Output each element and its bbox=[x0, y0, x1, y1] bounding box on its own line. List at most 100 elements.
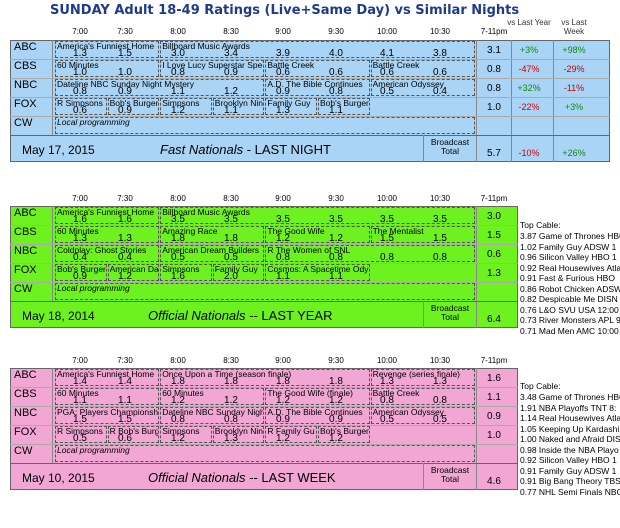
rating-value: 0.8 bbox=[433, 395, 447, 406]
rating-value: 1.2 bbox=[276, 433, 290, 444]
top-cable-item: 0.92 Real Housewives Atla bbox=[520, 262, 620, 273]
rating-value: 1.2 bbox=[329, 395, 343, 406]
section-date: May 10, 2015 bbox=[22, 471, 95, 485]
show-box bbox=[55, 60, 160, 77]
rating-value: 1.3 bbox=[118, 233, 132, 244]
vs-last-year-value: +32% bbox=[517, 83, 541, 93]
show-title: America's Funniest Home bbox=[57, 41, 155, 51]
rating-value: 1.2 bbox=[329, 433, 343, 444]
show-title: 60 Minutes bbox=[57, 388, 99, 398]
rating-value: 1.8 bbox=[224, 233, 238, 244]
show-title: PGA: Players Championsh bbox=[57, 407, 159, 417]
show-title: Billboard Music Awards bbox=[162, 207, 250, 217]
show-title: Simpsons bbox=[162, 426, 200, 436]
show-title: Dateline NBC Sunday Night Mystery bbox=[57, 79, 195, 89]
rating-value: 1.3 bbox=[73, 233, 87, 244]
show-box bbox=[55, 226, 160, 243]
show-title: America's Funniest Home bbox=[57, 207, 155, 217]
rating-value: 1.4 bbox=[118, 376, 132, 387]
time-header-1: 7:30 bbox=[117, 356, 133, 365]
network-label: NBC bbox=[14, 79, 38, 91]
rating-value: 0.5 bbox=[73, 433, 87, 444]
section-label-main: Official Nationals bbox=[148, 470, 246, 485]
show-title: Billboard Music Awards bbox=[162, 41, 250, 51]
network-label: CW bbox=[14, 117, 33, 129]
show-box bbox=[265, 245, 475, 262]
total-7-11pm: 3.0 bbox=[487, 211, 501, 222]
show-title: The Mentalist bbox=[372, 226, 424, 236]
vs-last-week-header: vs Last Week bbox=[561, 18, 587, 36]
network-label: CW bbox=[14, 445, 33, 457]
network-label: ABC bbox=[14, 369, 37, 381]
rating-value: 0.8 bbox=[380, 395, 394, 406]
vs-last-year-value: -47% bbox=[518, 64, 540, 74]
network-label: ABC bbox=[14, 41, 37, 53]
show-title: Cosmos: A Spacetime Ody bbox=[267, 264, 369, 274]
top-cable-item: 0.92 Silicon Valley HBO 1 bbox=[520, 455, 617, 465]
top-cable-item: 0.98 Inside the NBA Playo bbox=[520, 444, 619, 455]
rating-value: 3.5 bbox=[433, 214, 447, 225]
show-title: Amazing Race bbox=[162, 226, 218, 236]
show-title: Simpsons bbox=[162, 98, 200, 108]
show-box bbox=[55, 98, 107, 115]
time-header-6: 10:00 bbox=[376, 27, 398, 36]
show-box bbox=[55, 245, 160, 262]
divider bbox=[476, 206, 477, 328]
show-box bbox=[160, 407, 265, 424]
network-label: CBS bbox=[14, 60, 37, 72]
divider bbox=[476, 368, 477, 490]
rating-value: 3.5 bbox=[276, 214, 290, 225]
top-cable-item: 0.96 Silicon Valley HBO 1 bbox=[520, 252, 617, 262]
rating-value: 2.0 bbox=[224, 271, 238, 282]
show-box bbox=[318, 426, 370, 443]
show-box bbox=[265, 264, 370, 281]
rating-value: 0.8 bbox=[380, 252, 394, 263]
show-title: Once Upon a Time (season finale) bbox=[162, 369, 292, 379]
rating-value: 1.3 bbox=[433, 376, 447, 387]
show-box bbox=[55, 117, 475, 134]
rating-value: 0.5 bbox=[380, 414, 394, 425]
footer-divider bbox=[10, 135, 610, 136]
rating-value: 1.0 bbox=[73, 67, 87, 78]
show-title: Brooklyn Nin bbox=[214, 98, 263, 108]
broadcast-total: 6.4 bbox=[487, 314, 501, 325]
time-header-7: 10:30 bbox=[429, 27, 451, 36]
vs-last-week-value: +3% bbox=[564, 102, 584, 112]
rating-value: 1.4 bbox=[73, 376, 87, 387]
rating-value: 1.2 bbox=[224, 395, 238, 406]
section-label-suffix: -- LAST YEAR bbox=[245, 308, 333, 323]
time-header-4: 9:00 bbox=[275, 356, 291, 365]
top-cable-item: 0.76 L&O SVU USA 12:00 bbox=[520, 304, 619, 315]
show-title: Simpsons bbox=[162, 264, 200, 274]
show-box bbox=[55, 264, 107, 281]
show-title: 60 Minutes bbox=[162, 388, 204, 398]
rating-value: 1.1 bbox=[171, 86, 185, 97]
time-header-8: 7-11pm bbox=[480, 194, 508, 203]
show-box bbox=[160, 264, 212, 281]
rating-value: 0.6 bbox=[276, 67, 290, 78]
show-box bbox=[370, 60, 475, 77]
rating-value: 0.8 bbox=[224, 414, 238, 425]
show-box bbox=[160, 369, 370, 386]
show-title: American Odyssey bbox=[372, 407, 444, 417]
vs-last-year-header: vs Last Year bbox=[507, 18, 551, 27]
rating-value: 3.5 bbox=[380, 214, 394, 225]
rating-value: 0.5 bbox=[171, 252, 185, 263]
rating-value: 0.6 bbox=[329, 67, 343, 78]
total-7-11pm: 0.8 bbox=[487, 64, 501, 75]
total-7-11pm: 1.0 bbox=[487, 430, 501, 441]
rating-value: 1.6 bbox=[118, 214, 132, 225]
rating-value: 1.8 bbox=[171, 233, 185, 244]
time-header-8: 7-11pm bbox=[480, 356, 508, 365]
section-label-main: Fast Nationals bbox=[160, 142, 244, 157]
rating-value: 0.8 bbox=[329, 252, 343, 263]
time-header-5: 9:30 bbox=[328, 194, 344, 203]
section-label-main: Official Nationals bbox=[148, 308, 246, 323]
rating-value: 1.2 bbox=[171, 105, 185, 116]
top-cable-item: 1.14 Real Housewives Atla bbox=[520, 413, 620, 423]
time-header-4: 9:00 bbox=[275, 27, 291, 36]
show-title: Bob's Burger bbox=[109, 98, 159, 108]
rating-value: 4.1 bbox=[380, 48, 394, 59]
divider bbox=[476, 40, 477, 162]
rating-value: 0.8 bbox=[171, 67, 185, 78]
